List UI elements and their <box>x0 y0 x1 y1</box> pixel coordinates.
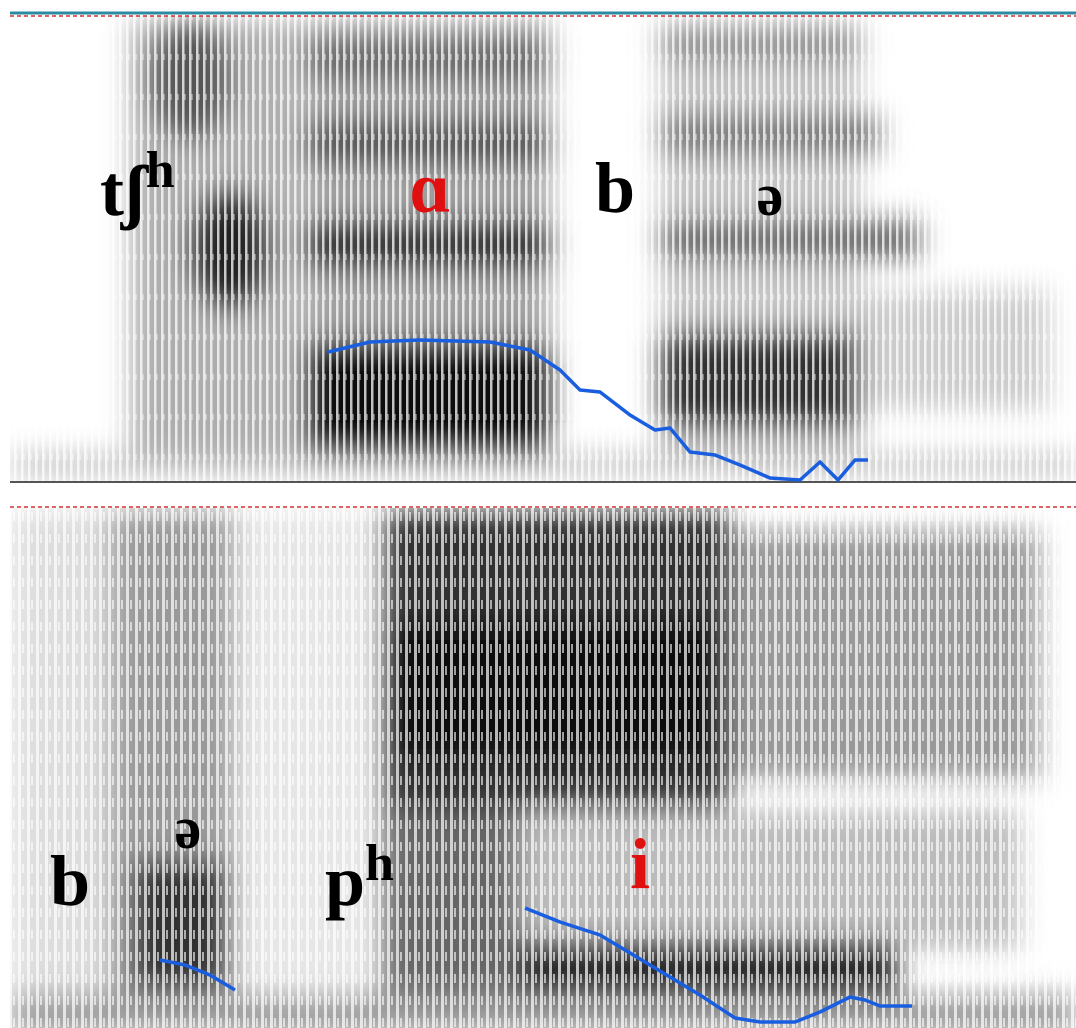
label-text: h <box>146 142 175 199</box>
bottom-spectrogram <box>10 508 1076 1028</box>
label-text: b <box>595 148 635 228</box>
label-text: i <box>630 824 650 904</box>
label-text: b <box>50 841 90 921</box>
phone-label: ɑ <box>409 148 450 228</box>
top-spectrogram <box>10 16 1076 482</box>
phone-label: b <box>595 148 635 228</box>
pitch-contour <box>524 906 912 1024</box>
phone-label: ph <box>325 835 394 921</box>
label-text: p <box>325 841 365 921</box>
phone-label: ə <box>757 162 784 228</box>
pitch-contour <box>327 338 868 482</box>
label-text: ɑ <box>409 148 450 228</box>
phone-label: i <box>630 824 650 904</box>
label-text: ə <box>757 162 784 228</box>
label-text: ə <box>175 795 202 861</box>
phone-label: ə <box>175 795 202 861</box>
label-text: tʃ <box>100 151 149 231</box>
phone-label: tʃh <box>100 142 175 231</box>
phone-label: b <box>50 841 90 921</box>
label-text: h <box>365 835 394 892</box>
pitch-contour <box>159 958 236 992</box>
